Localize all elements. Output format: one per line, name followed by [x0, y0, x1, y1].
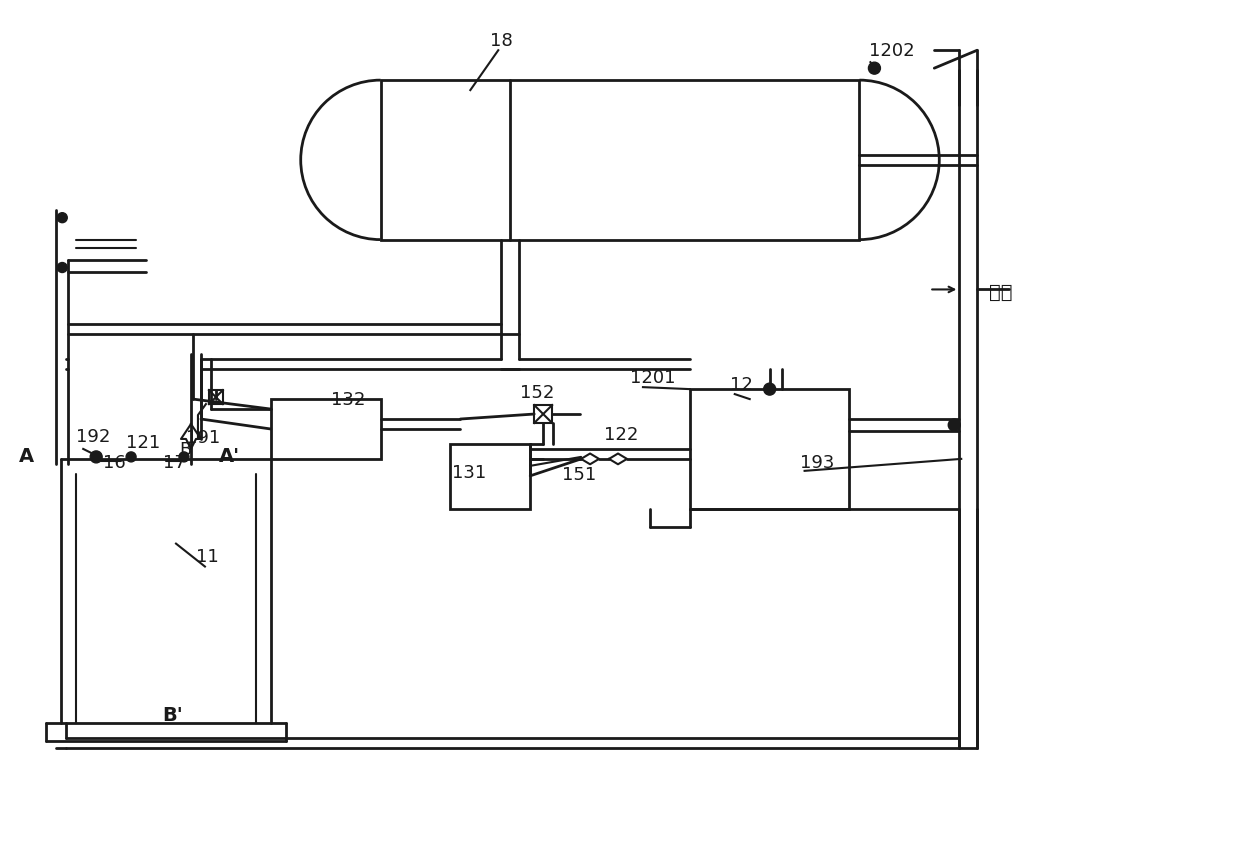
- Bar: [689, 390, 849, 509]
- Text: 17: 17: [162, 453, 186, 472]
- Text: 1202: 1202: [869, 42, 915, 61]
- Circle shape: [91, 451, 102, 463]
- Text: A: A: [20, 446, 35, 466]
- Circle shape: [179, 452, 188, 462]
- Text: 121: 121: [126, 433, 160, 451]
- Text: B': B': [162, 705, 182, 724]
- Text: 192: 192: [76, 427, 110, 445]
- Circle shape: [868, 63, 880, 75]
- Circle shape: [949, 420, 960, 432]
- Text: 18: 18: [490, 32, 513, 50]
- Text: 191: 191: [186, 428, 221, 446]
- Text: B: B: [179, 440, 191, 458]
- Text: A': A': [219, 446, 241, 466]
- Text: 12: 12: [730, 375, 753, 393]
- Circle shape: [57, 213, 67, 223]
- Text: 193: 193: [800, 453, 835, 472]
- Text: 131: 131: [453, 463, 486, 481]
- Text: 11: 11: [196, 547, 218, 565]
- Text: 132: 132: [331, 391, 365, 409]
- Bar: [208, 391, 223, 404]
- Bar: [450, 444, 531, 509]
- Circle shape: [126, 452, 136, 462]
- Text: 1201: 1201: [630, 368, 676, 386]
- Circle shape: [764, 384, 776, 396]
- Bar: [381, 81, 859, 241]
- Circle shape: [57, 264, 67, 273]
- Text: 蒸汽: 蒸汽: [990, 283, 1013, 302]
- Text: 16: 16: [103, 453, 126, 472]
- Text: 122: 122: [604, 426, 639, 444]
- Bar: [270, 399, 381, 460]
- Text: 152: 152: [521, 384, 554, 402]
- Bar: [534, 405, 552, 423]
- Text: 151: 151: [562, 465, 596, 484]
